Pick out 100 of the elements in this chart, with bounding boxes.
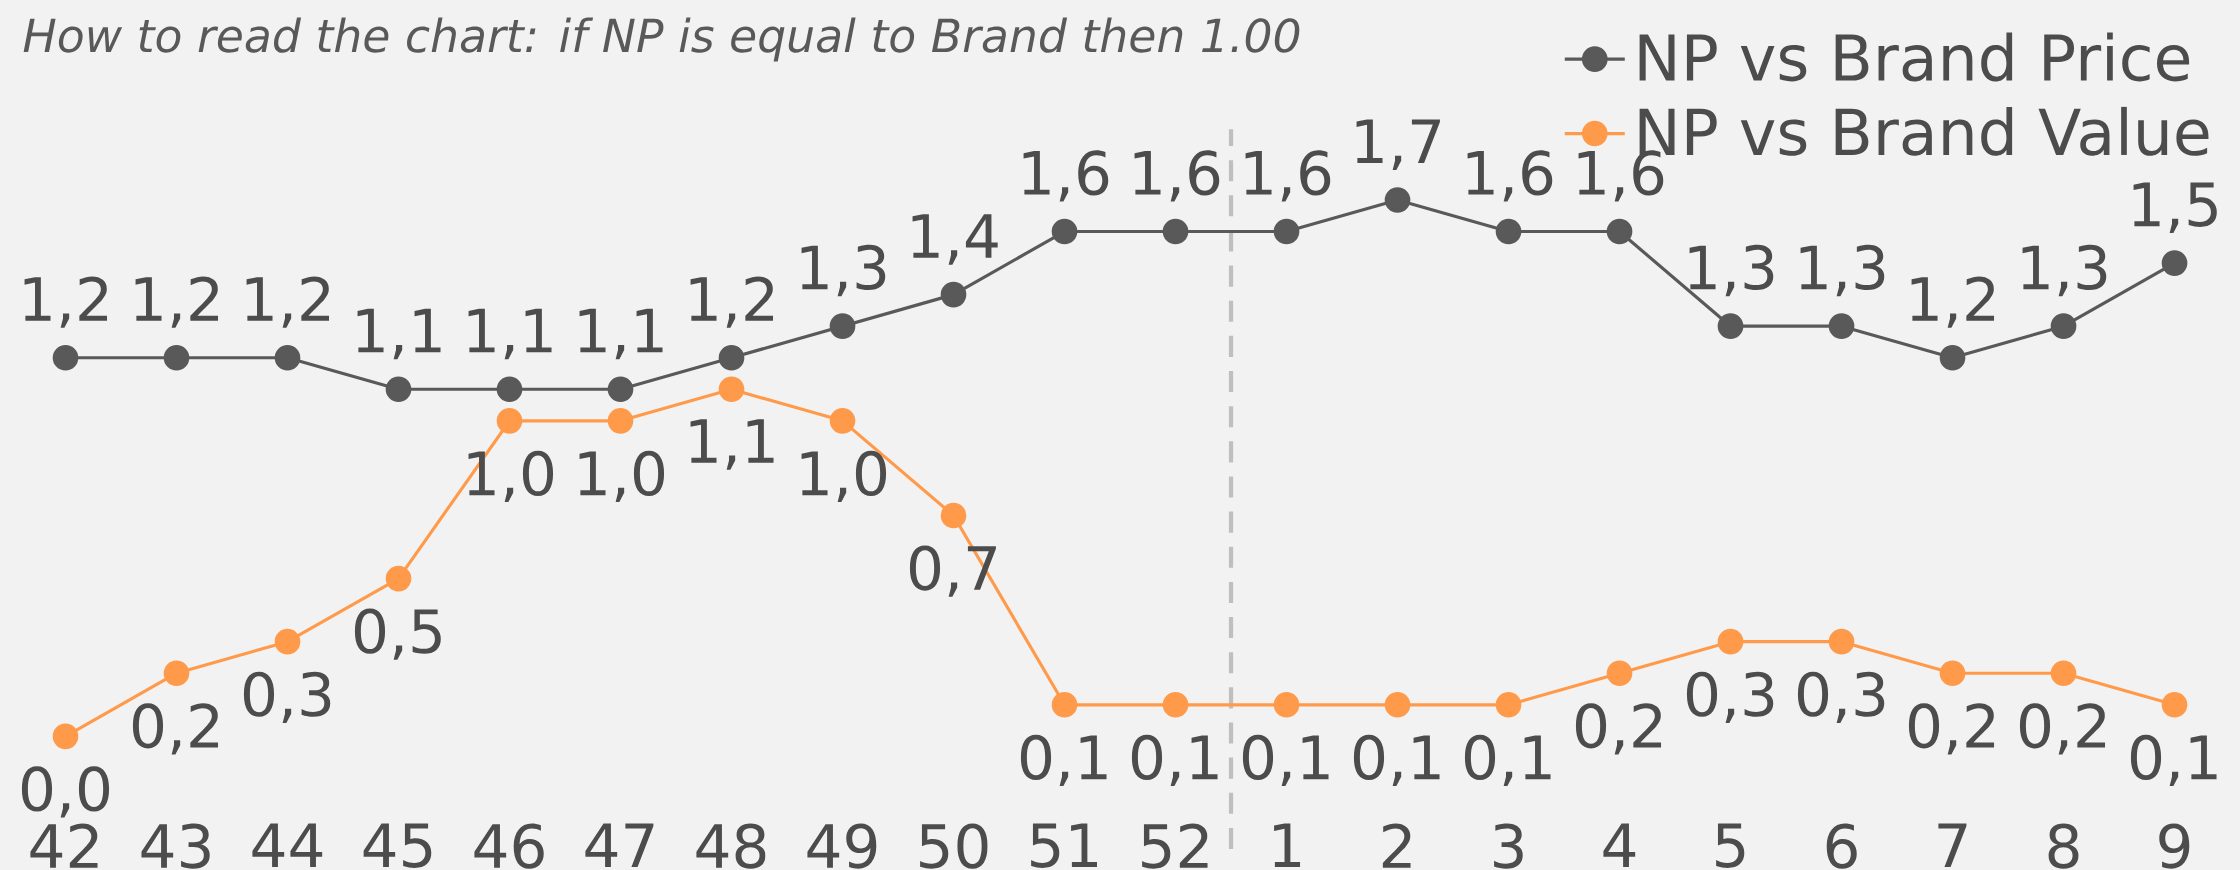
data-label: 1,2: [24, 276, 108, 328]
data-label: 1,6: [1023, 150, 1109, 202]
x-tick-label: 5: [1716, 823, 1745, 868]
data-label: 1,6: [1134, 150, 1220, 202]
data-label: 0,1: [1020, 734, 1107, 787]
point: [1051, 691, 1078, 718]
data-label: 1,3: [1800, 244, 1885, 297]
x-tick-label: 43: [141, 823, 210, 869]
point: [1273, 691, 1300, 718]
point: [829, 313, 856, 340]
data-label: 0,2: [2019, 703, 2106, 755]
point: [163, 344, 190, 371]
point: [1717, 628, 1744, 655]
point: [2161, 250, 2188, 276]
point: [496, 376, 523, 403]
point: [718, 376, 745, 403]
point: [496, 408, 523, 434]
x-tick-label: 1: [1274, 823, 1301, 868]
point: [1495, 691, 1522, 718]
x-tick-label: 7: [1938, 823, 1967, 868]
point: [2050, 660, 2077, 687]
data-label: 0,2: [1575, 703, 1662, 755]
point: [1606, 218, 1633, 245]
x-tick-label: 44: [252, 823, 323, 868]
data-label: 1,5: [2133, 182, 2217, 234]
data-label: 0,1: [1464, 734, 1551, 787]
x-tick-label: 9: [2159, 823, 2190, 869]
point: [385, 376, 412, 403]
point: [1828, 628, 1855, 655]
point: [1162, 691, 1189, 718]
point: [1162, 218, 1189, 245]
data-label: 1,0: [579, 450, 665, 503]
x-tick-label: 48: [696, 823, 766, 869]
x-tick-label: 2: [1382, 823, 1411, 868]
point: [1828, 313, 1855, 340]
data-label: 0,3: [243, 671, 331, 723]
point: [1384, 691, 1411, 718]
data-label: 0,1: [1242, 734, 1329, 787]
x-tick-label: 49: [807, 823, 877, 869]
x-tick-label: 47: [585, 823, 654, 868]
point: [274, 628, 301, 655]
point: [829, 408, 856, 434]
x-tick-label: 4: [1603, 823, 1636, 868]
x-tick-label: 6: [1826, 823, 1857, 869]
legend-label: NP vs Brand Price: [1639, 32, 2190, 82]
x-tick-label: 52: [1142, 823, 1208, 869]
data-label: 1,0: [468, 450, 554, 503]
point: [385, 565, 412, 592]
data-label: 1,0: [801, 450, 887, 503]
data-label: 1,2: [1911, 276, 1995, 328]
point: [52, 723, 79, 750]
data-label: 1,6: [1245, 150, 1331, 202]
point: [1273, 218, 1300, 245]
point: [1606, 660, 1633, 687]
data-label: 1,1: [357, 308, 441, 360]
point: [1051, 218, 1078, 245]
data-label: 1,2: [246, 276, 330, 328]
data-label: 1,3: [2022, 244, 2107, 297]
text: How to read the chart: if NP is equal to Brand then 1.00: [23, 17, 1300, 62]
data-label: 0,2: [132, 703, 219, 755]
point: [1384, 187, 1411, 213]
data-label: 1,4: [912, 214, 998, 265]
point: [52, 344, 79, 371]
data-label: 0,1: [1353, 734, 1440, 787]
data-label: 1,2: [690, 276, 774, 328]
data-label: 0,2: [1908, 703, 1995, 755]
point: [607, 376, 634, 403]
x-tick-label: 3: [1494, 823, 1523, 869]
x-tick-label: 8: [2048, 823, 2079, 869]
point: [718, 344, 745, 371]
data-label: 1,1: [579, 308, 663, 360]
x-tick-label: 45: [363, 823, 432, 868]
data-label: 1,3: [1689, 244, 1774, 297]
data-label: 0,3: [1797, 671, 1885, 723]
point: [607, 408, 634, 434]
point: [1939, 660, 1966, 687]
data-label: 1,1: [468, 308, 552, 360]
point: [2050, 313, 2077, 340]
data-label: 0,1: [2130, 734, 2217, 787]
x-tick-label: 46: [474, 823, 544, 869]
data-label: 1,6: [1467, 150, 1553, 202]
data-label: 1,3: [801, 244, 886, 297]
data-label: 1,1: [690, 419, 774, 470]
x-tick-label: 42: [30, 823, 98, 868]
point: [940, 281, 967, 308]
point: [274, 344, 301, 371]
data-label: 0,0: [21, 766, 110, 818]
point: [1939, 344, 1966, 371]
data-label: 1,7: [1356, 119, 1440, 170]
data-label: 0,5: [354, 608, 441, 660]
x-tick-label: 51: [1031, 823, 1098, 868]
x-tick-label: 50: [920, 823, 988, 869]
data-label: 0,3: [1686, 671, 1774, 723]
data-label: 0,1: [1131, 734, 1218, 787]
point: [2161, 691, 2188, 718]
data-label: 1,2: [135, 276, 219, 328]
point: [1717, 313, 1744, 340]
point: [940, 502, 967, 529]
point: [1495, 218, 1522, 245]
point: [163, 660, 190, 687]
